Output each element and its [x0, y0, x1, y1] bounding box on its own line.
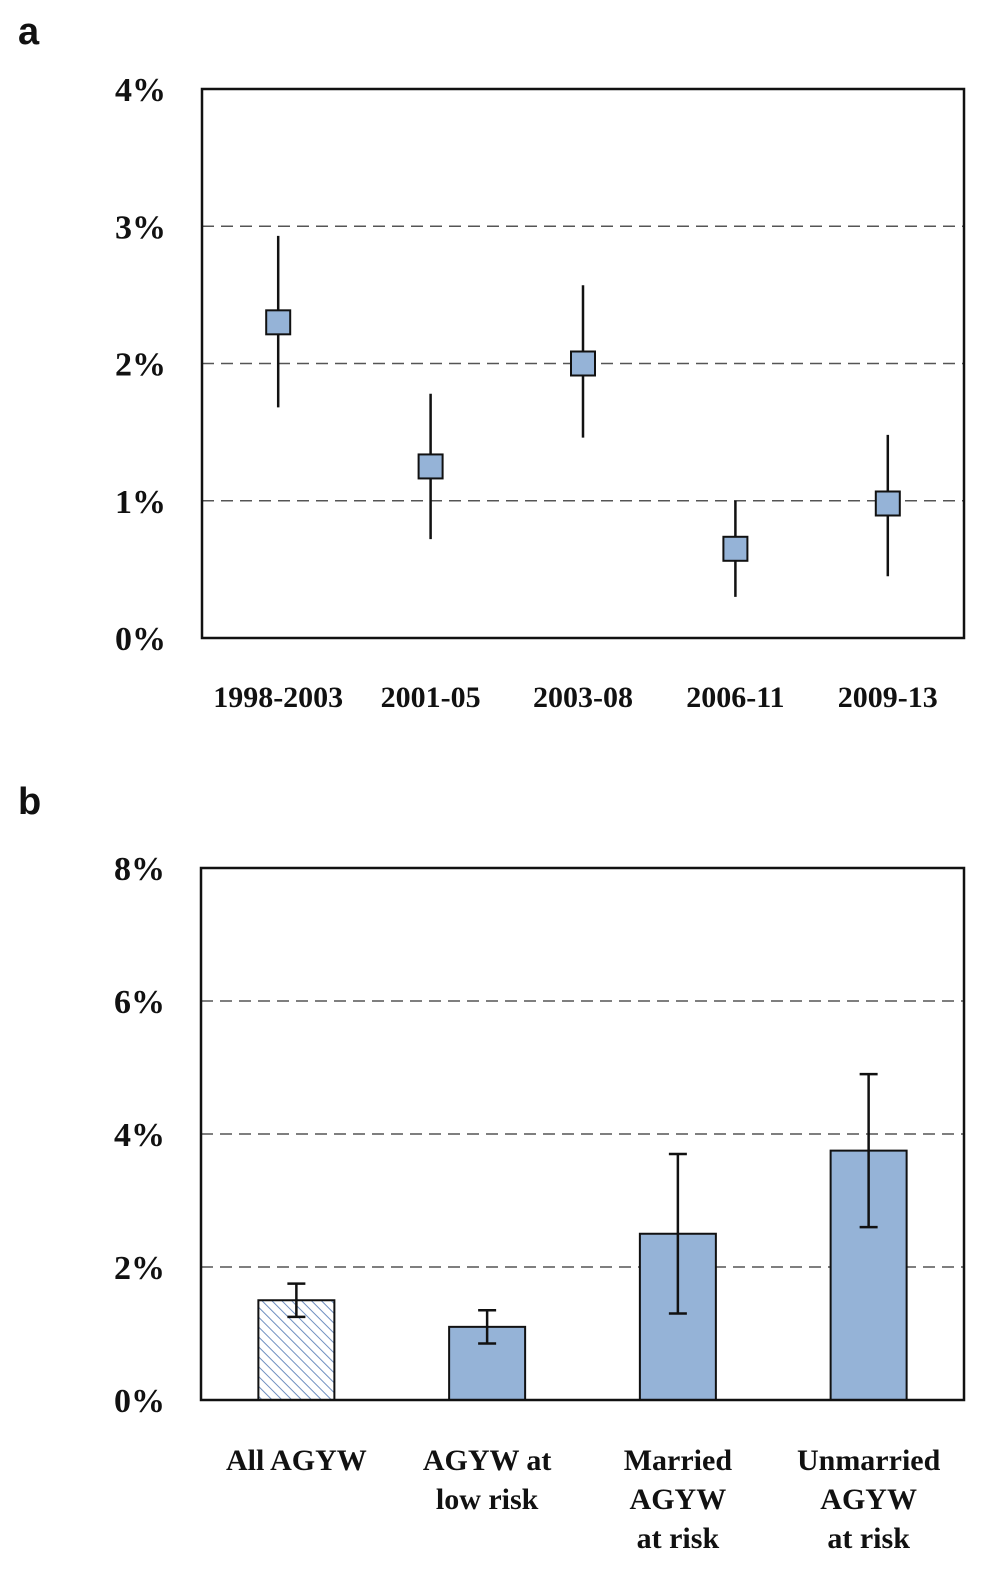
y-tick-label: 4% — [115, 72, 166, 109]
y-tick-label: 0% — [114, 1383, 165, 1420]
x-category-label-line: 2001-05 — [381, 681, 481, 714]
panel-a-chart: 0% 1% 2% 3% 4% 1998-2003 2001-05 2003-08 2006-11… — [115, 72, 966, 714]
point-marker — [874, 490, 901, 517]
x-category-label: All AGYW — [226, 1444, 367, 1477]
y-tick-label: 2% — [114, 1250, 165, 1287]
x-category-label-line: 1998-2003 — [213, 681, 343, 714]
point-marker — [417, 453, 444, 480]
x-category-label-line: AGYW — [630, 1483, 727, 1516]
x-category-label-line: Married — [624, 1444, 733, 1477]
x-category-label-line: AGYW — [820, 1483, 917, 1516]
x-category-label: 1998-2003 — [213, 681, 343, 714]
panel-a-letter: a — [18, 11, 40, 53]
x-category-label: 2009-13 — [838, 681, 938, 714]
x-category-label: 2003-08 — [533, 681, 633, 714]
x-category-label: AGYW at low risk — [423, 1444, 552, 1516]
y-tick-label: 2% — [115, 347, 166, 384]
x-category-label-line: AGYW at — [423, 1444, 552, 1477]
x-category-label: 2006-11 — [686, 681, 784, 714]
point-marker — [265, 309, 292, 336]
x-category-label: Married AGYW at risk — [624, 1444, 733, 1555]
point-marker — [570, 350, 596, 377]
x-category-label-line: at risk — [637, 1522, 720, 1555]
x-category-label-line: low risk — [436, 1483, 539, 1516]
y-tick-label: 1% — [115, 484, 166, 521]
x-category-label-line: Unmarried — [797, 1444, 941, 1477]
y-tick-label: 3% — [115, 209, 166, 246]
x-category-label-line: 2009-13 — [838, 681, 938, 714]
y-tick-label: 8% — [114, 851, 165, 888]
point-marker — [722, 535, 749, 562]
plot-frame — [199, 866, 966, 1402]
panel-b-letter: b — [18, 781, 41, 823]
x-category-label-line: 2003-08 — [533, 681, 633, 714]
x-category-label-line: at risk — [827, 1522, 910, 1555]
x-category-label: 2001-05 — [381, 681, 481, 714]
y-tick-label: 0% — [115, 621, 166, 658]
x-category-label-line: All AGYW — [226, 1444, 367, 1477]
x-category-label-line: 2006-11 — [686, 681, 784, 714]
panel-b-chart: 0% 2% 4% 6% 8% All AGYW AGYW at low risk Married… — [114, 851, 966, 1555]
y-tick-label: 4% — [114, 1117, 165, 1154]
x-category-label: Unmarried AGYW at risk — [797, 1444, 941, 1555]
plot-frame — [200, 87, 966, 640]
y-tick-label: 6% — [114, 984, 165, 1021]
